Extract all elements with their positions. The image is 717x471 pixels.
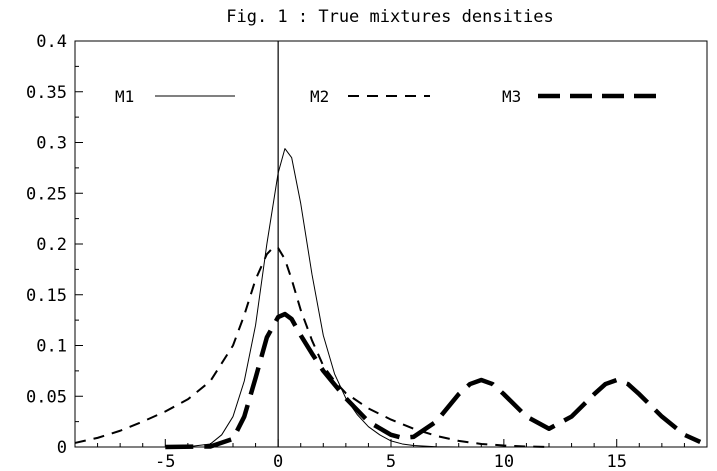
x-axis-ticks: -5 0 5 10 15	[74, 439, 708, 471]
x-tick-label: -5	[155, 452, 175, 471]
x-tick-label: 5	[386, 452, 396, 471]
chart-title: Fig. 1 : True mixtures densities	[226, 7, 554, 27]
x-tick-label: 15	[606, 452, 626, 471]
y-tick-label: 0.15	[26, 286, 67, 306]
x-tick-label: 10	[494, 452, 514, 471]
axes	[74, 40, 708, 448]
x-tick-label: 0	[273, 452, 283, 471]
plot-frame	[74, 40, 708, 448]
legend: M1 M2 M3	[115, 87, 660, 106]
series-line-m3	[165, 311, 702, 450]
y-tick-label: 0.2	[36, 235, 67, 255]
y-tick-label: 0.1	[36, 337, 67, 357]
y-axis-ticks: 0 0.05 0.1 0.15 0.2 0.25 0.3 0.35 0.4	[26, 32, 83, 458]
series-group	[74, 148, 702, 450]
y-tick-label: 0.25	[26, 184, 67, 204]
y-tick-label: 0.4	[36, 32, 67, 52]
legend-label-m2: M2	[310, 87, 329, 106]
y-tick-label: 0	[57, 438, 67, 458]
y-tick-label: 0.3	[36, 134, 67, 154]
y-tick-label: 0.05	[26, 387, 67, 407]
y-tick-label: 0.35	[26, 83, 67, 103]
series-line-m1	[75, 148, 459, 448]
legend-label-m1: M1	[115, 87, 134, 106]
series-line-m2	[74, 246, 550, 448]
legend-label-m3: M3	[502, 87, 521, 106]
